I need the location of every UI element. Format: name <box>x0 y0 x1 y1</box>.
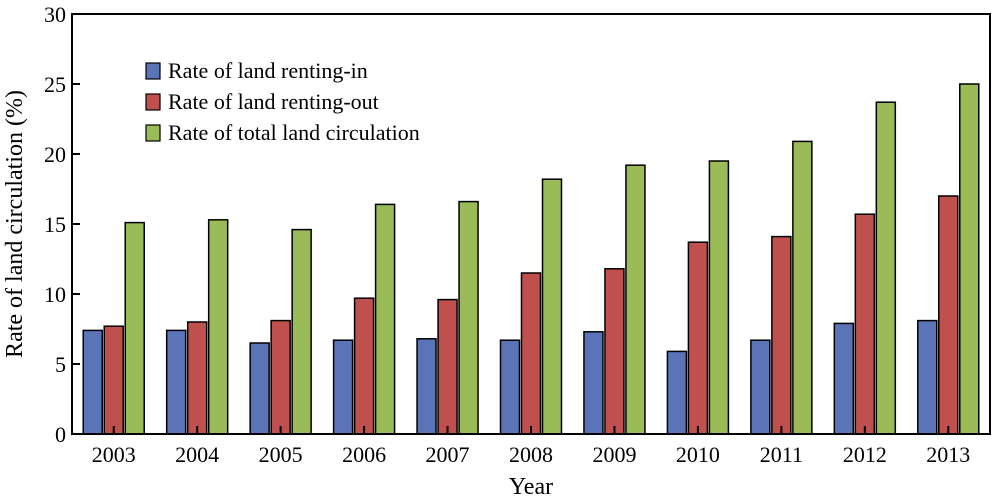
x-tick-label: 2011 <box>760 442 803 467</box>
y-tick-label: 15 <box>44 212 66 237</box>
bar-2010-series-2 <box>687 241 709 435</box>
legend-label-series-1: Rate of land renting-in <box>168 58 368 83</box>
y-tick-label: 5 <box>55 352 66 377</box>
legend: Rate of land renting-in Rate of land rent… <box>145 58 420 145</box>
bar-2007-series-1 <box>416 338 437 435</box>
bar-2012-series-2 <box>854 213 876 435</box>
bar-2011-series-3 <box>792 140 813 435</box>
legend-swatch-series-1 <box>145 62 161 80</box>
legend-swatch-series-3 <box>145 124 161 142</box>
bar-2012-series-3 <box>875 101 897 435</box>
bar-2011-series-1 <box>750 339 771 435</box>
bar-2013-series-1 <box>917 319 938 435</box>
bar-2013-series-3 <box>959 83 980 435</box>
bar-2008-series-2 <box>520 272 542 435</box>
bar-2008-series-1 <box>499 339 521 435</box>
bar-2009-series-1 <box>583 331 604 435</box>
bar-2004-series-1 <box>165 329 187 435</box>
x-tick-label: 2004 <box>175 442 219 467</box>
x-tick-label: 2010 <box>676 442 720 467</box>
bar-2010-series-1 <box>666 350 688 435</box>
x-tick-label: 2005 <box>259 442 303 467</box>
y-tick-label: 25 <box>44 72 66 97</box>
bars-layer <box>82 83 980 435</box>
bar-2003-series-1 <box>82 329 103 435</box>
bar-2009-series-3 <box>625 164 646 435</box>
x-tick-label: 2007 <box>426 442 470 467</box>
legend-label-series-3: Rate of total land circulation <box>168 120 420 145</box>
legend-label-series-2: Rate of land renting-out <box>168 89 379 114</box>
bar-2005-series-3 <box>291 228 312 435</box>
bar-2013-series-2 <box>938 195 959 435</box>
y-tick-label: 20 <box>44 142 66 167</box>
bar-2009-series-2 <box>604 268 625 435</box>
x-tick-label: 2003 <box>92 442 136 467</box>
bar-2007-series-2 <box>437 298 458 435</box>
x-tick-label: 2006 <box>342 442 386 467</box>
bar-2012-series-1 <box>833 322 855 435</box>
bar-2006-series-1 <box>332 339 354 435</box>
x-tick-label: 2009 <box>592 442 636 467</box>
x-tick-label: 2008 <box>509 442 553 467</box>
bar-2008-series-3 <box>541 178 563 435</box>
bar-2005-series-2 <box>270 319 291 435</box>
bar-2011-series-2 <box>771 235 792 435</box>
y-tick-label: 0 <box>55 422 66 447</box>
bar-2004-series-2 <box>186 321 208 435</box>
y-axis-title: Rate of land circulation (%) <box>2 90 28 358</box>
bar-2010-series-3 <box>708 160 730 435</box>
bar-2007-series-3 <box>458 200 479 435</box>
x-tick-label: 2012 <box>843 442 887 467</box>
bar-2006-series-3 <box>374 203 396 435</box>
bar-2005-series-1 <box>249 342 270 435</box>
bar-2006-series-2 <box>353 297 375 435</box>
x-axis-title: Year <box>509 474 553 498</box>
x-tick-label: 2013 <box>926 442 970 467</box>
bar-2003-series-2 <box>103 325 124 435</box>
bar-2003-series-3 <box>124 221 145 435</box>
legend-swatch-series-2 <box>145 93 161 111</box>
y-tick-label: 10 <box>44 282 66 307</box>
bar-2004-series-3 <box>207 219 229 435</box>
axes-layer: 0 5 10 15 20 25 30 2003 2004 2005 2006 2007 2008 2009… <box>44 2 991 467</box>
y-tick-label: 30 <box>44 2 66 27</box>
